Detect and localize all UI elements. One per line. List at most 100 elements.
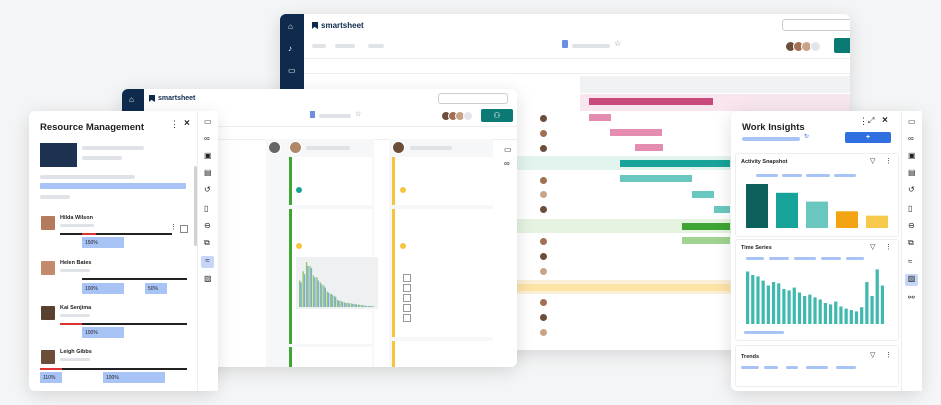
person-name: Helen Bates xyxy=(60,260,92,266)
checkbox[interactable] xyxy=(403,304,411,312)
copy-icon[interactable]: ⧉ xyxy=(204,238,210,247)
timeseries-bar xyxy=(849,310,853,324)
more-icon[interactable]: ⋮ xyxy=(885,352,892,359)
filter-icon[interactable]: ▽ xyxy=(870,158,876,165)
gantt-bar[interactable] xyxy=(620,160,730,167)
gantt-bar[interactable] xyxy=(610,129,662,136)
checkbox[interactable] xyxy=(180,225,188,233)
history-icon[interactable]: ↺ xyxy=(908,185,915,194)
expand-icon[interactable]: ⤢ xyxy=(868,116,875,125)
scrollbar[interactable] xyxy=(194,166,197,246)
search-box[interactable] xyxy=(438,93,508,104)
copy-icon[interactable]: ⧉ xyxy=(908,238,914,247)
filter-icon[interactable]: ▽ xyxy=(870,352,876,359)
gantt-bar[interactable] xyxy=(682,237,730,244)
comment-icon[interactable]: ▭ xyxy=(204,117,212,126)
timeseries-bar xyxy=(808,294,812,324)
checkbox[interactable] xyxy=(403,294,411,302)
checkbox[interactable] xyxy=(403,314,411,322)
briefcase-icon[interactable]: ▣ xyxy=(204,151,212,160)
refresh-icon[interactable]: ↻ xyxy=(804,134,810,140)
integrations-icon[interactable]: ⚯ xyxy=(908,293,915,302)
board-card[interactable] xyxy=(392,341,493,367)
resource-panel: Resource Management ⋮ × Hilda Wilson ⋮ 1… xyxy=(29,111,217,391)
menu-item[interactable] xyxy=(312,44,326,48)
minus-circle-icon[interactable]: ⊖ xyxy=(908,221,915,230)
minus-circle-icon[interactable]: ⊖ xyxy=(204,221,211,230)
legend-item xyxy=(764,366,778,369)
over-allocation xyxy=(82,233,96,235)
close-icon[interactable]: × xyxy=(882,115,888,126)
board-card-checklist[interactable] xyxy=(392,209,493,337)
checkbox[interactable] xyxy=(403,284,411,292)
add-widget-button[interactable]: + xyxy=(845,132,891,143)
activity-widget: Activity Snapshot ▽ ⋮ xyxy=(735,153,899,237)
more-icon[interactable]: ⋮ xyxy=(885,244,892,251)
timeline-header xyxy=(580,76,850,93)
more-icon[interactable]: ⋮ xyxy=(885,158,892,165)
avatar xyxy=(539,176,548,185)
share-button[interactable]: ⚇ xyxy=(834,38,850,53)
avatar-more[interactable] xyxy=(463,111,473,121)
brand-logo: smartsheet xyxy=(149,95,195,102)
filter-icon[interactable]: ▽ xyxy=(870,244,876,251)
gantt-bar[interactable] xyxy=(635,144,663,151)
link-icon[interactable]: ∞ xyxy=(204,134,210,143)
gantt-bar[interactable] xyxy=(682,223,730,230)
menu-item[interactable] xyxy=(368,44,384,48)
gantt-bar[interactable] xyxy=(692,191,714,198)
timeseries-widget: Time Series ▽ ⋮ xyxy=(735,239,899,341)
gantt-bar[interactable] xyxy=(589,114,611,121)
avatar xyxy=(539,328,548,337)
home-icon[interactable]: ⌂ xyxy=(129,95,134,104)
home-icon[interactable]: ⌂ xyxy=(288,22,293,31)
board-card[interactable] xyxy=(392,157,493,205)
more-icon[interactable]: ⋮ xyxy=(170,224,177,231)
allocation-pill: 50% xyxy=(145,283,167,294)
bell-icon[interactable]: ♪ xyxy=(288,44,292,53)
allocation-pill: 110% xyxy=(40,372,62,383)
board-card[interactable] xyxy=(289,157,372,205)
book-icon[interactable]: ▤ xyxy=(204,168,212,177)
insights-icon-active[interactable]: ▨ xyxy=(905,274,918,286)
gantt-bar[interactable] xyxy=(714,206,730,213)
menu-item[interactable] xyxy=(335,44,355,48)
resource-icon[interactable]: ≈ xyxy=(908,257,913,266)
gantt-bar[interactable] xyxy=(516,284,730,291)
image-icon[interactable]: ▨ xyxy=(204,274,212,283)
insights-tool-rail: ▭ ∞ ▣ ▤ ↺ ▯ ⊖ ⧉ ≈ ▨ ⚯ xyxy=(901,111,922,391)
book-icon[interactable]: ▤ xyxy=(908,168,916,177)
search-box[interactable] xyxy=(782,19,850,31)
avatar-more[interactable] xyxy=(810,41,821,52)
more-icon[interactable]: ⋮ xyxy=(170,119,179,129)
timeseries-bar xyxy=(761,280,765,324)
timeseries-bar xyxy=(823,303,827,324)
board-card-chart[interactable] xyxy=(289,209,378,344)
close-icon[interactable]: × xyxy=(184,118,190,129)
resource-icon-active[interactable]: ≈ xyxy=(201,256,214,268)
activity-bar xyxy=(746,184,768,228)
star-icon[interactable]: ☆ xyxy=(355,111,362,118)
comment-icon[interactable]: ▭ xyxy=(908,117,916,126)
file-icon[interactable]: ▯ xyxy=(204,204,209,213)
lane-title xyxy=(306,146,350,150)
timeseries-bar xyxy=(766,285,770,324)
history-icon[interactable]: ↺ xyxy=(204,185,211,194)
link-icon[interactable]: ∞ xyxy=(504,159,510,168)
star-icon[interactable]: ☆ xyxy=(614,39,622,48)
more-icon[interactable]: ⋮ xyxy=(859,116,868,126)
gantt-bar[interactable] xyxy=(589,98,713,105)
folder-icon[interactable]: ▭ xyxy=(288,66,296,75)
comment-icon[interactable]: ▭ xyxy=(504,145,512,154)
link-icon[interactable]: ∞ xyxy=(908,134,914,143)
file-icon[interactable]: ▯ xyxy=(908,204,913,213)
briefcase-icon[interactable]: ▣ xyxy=(908,151,916,160)
timeseries-bar xyxy=(751,275,755,324)
share-button[interactable]: ⚇ xyxy=(481,109,513,122)
timeseries-bar xyxy=(797,292,802,324)
checkbox[interactable] xyxy=(403,274,411,282)
activity-bar-chart xyxy=(746,184,888,228)
person-role xyxy=(60,224,94,227)
gantt-bar[interactable] xyxy=(620,175,692,182)
board-card[interactable] xyxy=(289,347,372,367)
